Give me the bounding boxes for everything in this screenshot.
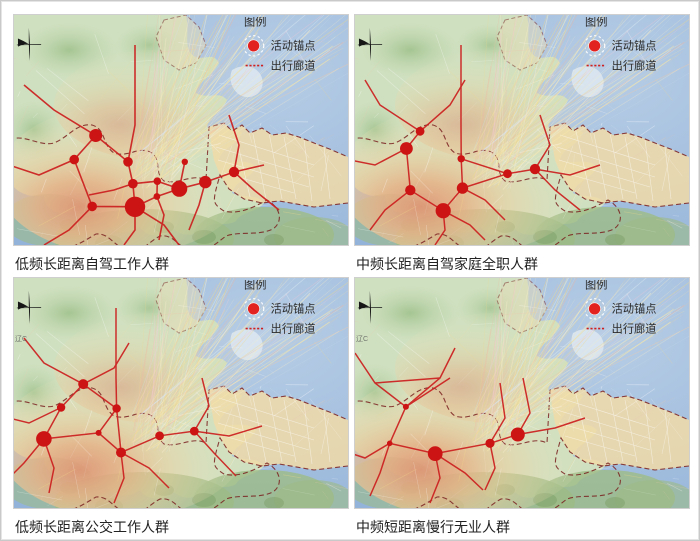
svg-text:辽C: 辽C bbox=[356, 335, 368, 343]
svg-text:辽C: 辽C bbox=[15, 335, 27, 343]
